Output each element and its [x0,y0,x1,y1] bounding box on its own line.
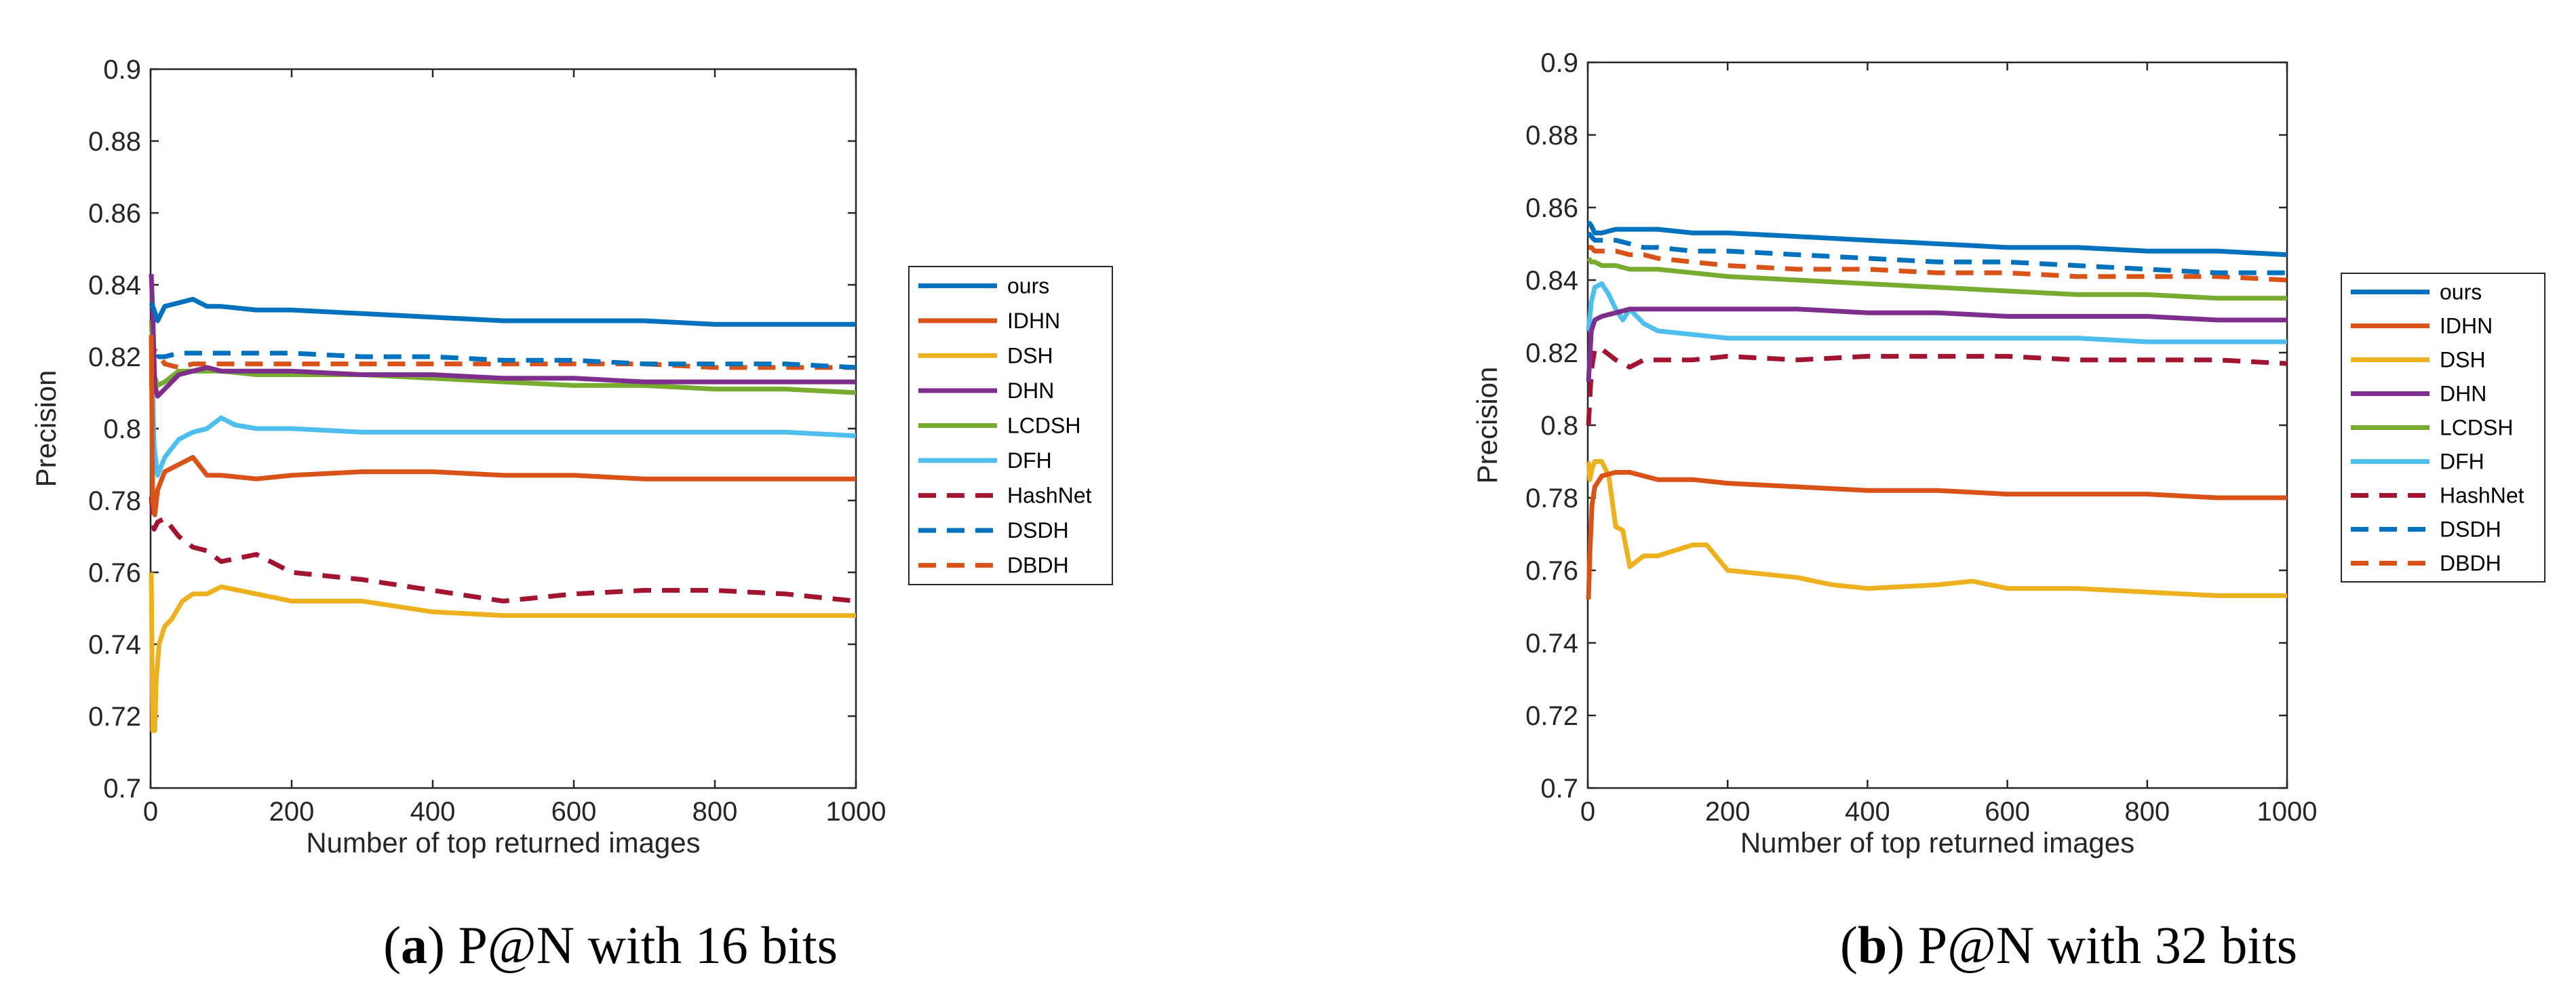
series-line-dsdh [1586,231,2287,275]
caption-letter: b [1858,916,1887,975]
legend-label-idhn: IDHN [1007,309,1060,333]
x-tick-label: 600 [551,797,597,827]
legend-label-hashnet: HashNet [2440,484,2524,508]
y-tick-label: 0.72 [88,702,141,732]
legend-label-lcdsh: LCDSH [2440,416,2513,440]
series-line-dhn [1586,307,2287,382]
legend-label-dhn: DHN [2440,382,2486,406]
y-axis-label: Precision [1471,367,1503,484]
legend-label-dsh: DSH [1007,343,1053,368]
series-line-idhn [149,335,856,517]
x-tick-label: 400 [410,797,456,827]
y-tick-label: 0.84 [88,271,141,300]
legend-label-dfh: DFH [2440,450,2484,474]
caption-text: P@N with 32 bits [1918,916,2297,975]
series-line-dsh [1586,459,2287,598]
series-line-dfh [149,335,857,478]
y-tick-label: 0.8 [1540,411,1578,441]
y-tick-label: 0.86 [88,199,141,229]
chart-panel-b: 0.7 0.72 0.74 0.76 0.78 0.8 0.82 0.84 0.86 0.88 0.… [1471,48,2545,975]
legend-label-hashnet: HashNet [1007,484,1092,508]
x-tick-label: 200 [269,797,315,827]
legend-label-lcdsh: LCDSH [1007,414,1080,438]
caption-letter: a [401,916,427,975]
y-tick-label: 0.86 [1525,193,1578,223]
legend-label-dsdh: DSDH [1007,518,1069,543]
y-tick-label: 0.88 [1525,121,1578,151]
series-line-ours [1586,220,2288,258]
series-line-dsdh [149,351,857,386]
x-tick-label: 800 [692,797,738,827]
x-tick-label: 400 [1845,797,1890,827]
series-line-lcdsh [149,320,857,395]
y-tick-label: 0.88 [88,127,141,157]
legend-label-dsh: DSH [2440,348,2486,372]
y-tick-label: 0.7 [1540,774,1578,804]
series-line-hashnet [1586,347,2288,426]
y-tick-label: 0.74 [1525,629,1578,658]
x-tick-label: 1000 [826,797,886,827]
series-line-dbdh [1588,245,2288,283]
y-tick-label: 0.82 [88,342,141,372]
legend-label-ours: ours [2440,280,2482,304]
y-tick-label: 0.78 [88,486,141,516]
legend-label-dbdh: DBDH [2440,551,2501,576]
x-tick-label: 800 [2124,797,2170,827]
x-tick-label: 0 [1580,797,1595,827]
series-line-dfh [1586,281,2287,345]
x-tick-label: 0 [143,797,158,827]
y-tick-label: 0.76 [1525,556,1578,586]
legend-label-idhn: IDHN [2440,314,2493,338]
x-tick-label: 600 [1985,797,2030,827]
series-line-idhn [1586,470,2287,599]
plot-area [1586,61,2288,789]
x-tick-label: 200 [1705,797,1751,827]
y-tick-label: 0.74 [88,630,141,660]
series-line-dsh [149,572,856,733]
legend-label-dsdh: DSDH [2440,517,2501,542]
x-axis-label: Number of top returned images [306,827,700,859]
x-tick-label: 1000 [2257,797,2318,827]
series-line-lcdsh [1586,256,2287,301]
chart-panel-a: 0.7 0.72 0.74 0.76 0.78 0.8 0.82 0.84 0.86 0.88 0.… [30,55,1113,975]
series-line-ours [149,296,856,327]
legend-label-dbdh: DBDH [1007,553,1069,578]
y-tick-label: 0.9 [103,55,141,85]
y-tick-label: 0.82 [1525,338,1578,368]
x-axis-label: Number of top returned images [1740,827,2134,859]
y-tick-label: 0.78 [1525,484,1578,513]
figure-caption: (a) P@N with 16 bits [383,916,838,975]
y-axis-label: Precision [30,370,62,488]
y-tick-label: 0.72 [1525,701,1578,731]
series-line-dhn [149,273,856,399]
legend-label-dhn: DHN [1007,378,1054,403]
figure-caption: (b) P@N with 32 bits [1840,916,2297,975]
y-tick-label: 0.8 [103,414,141,444]
caption-text: P@N with 16 bits [458,916,838,975]
y-tick-label: 0.76 [88,558,141,588]
legend-label-ours: ours [1007,273,1049,298]
legend-label-dfh: DFH [1007,448,1052,473]
y-tick-label: 0.84 [1525,266,1578,296]
series-line-hashnet [149,496,857,604]
y-tick-label: 0.9 [1540,48,1578,78]
y-tick-label: 0.7 [103,774,141,804]
